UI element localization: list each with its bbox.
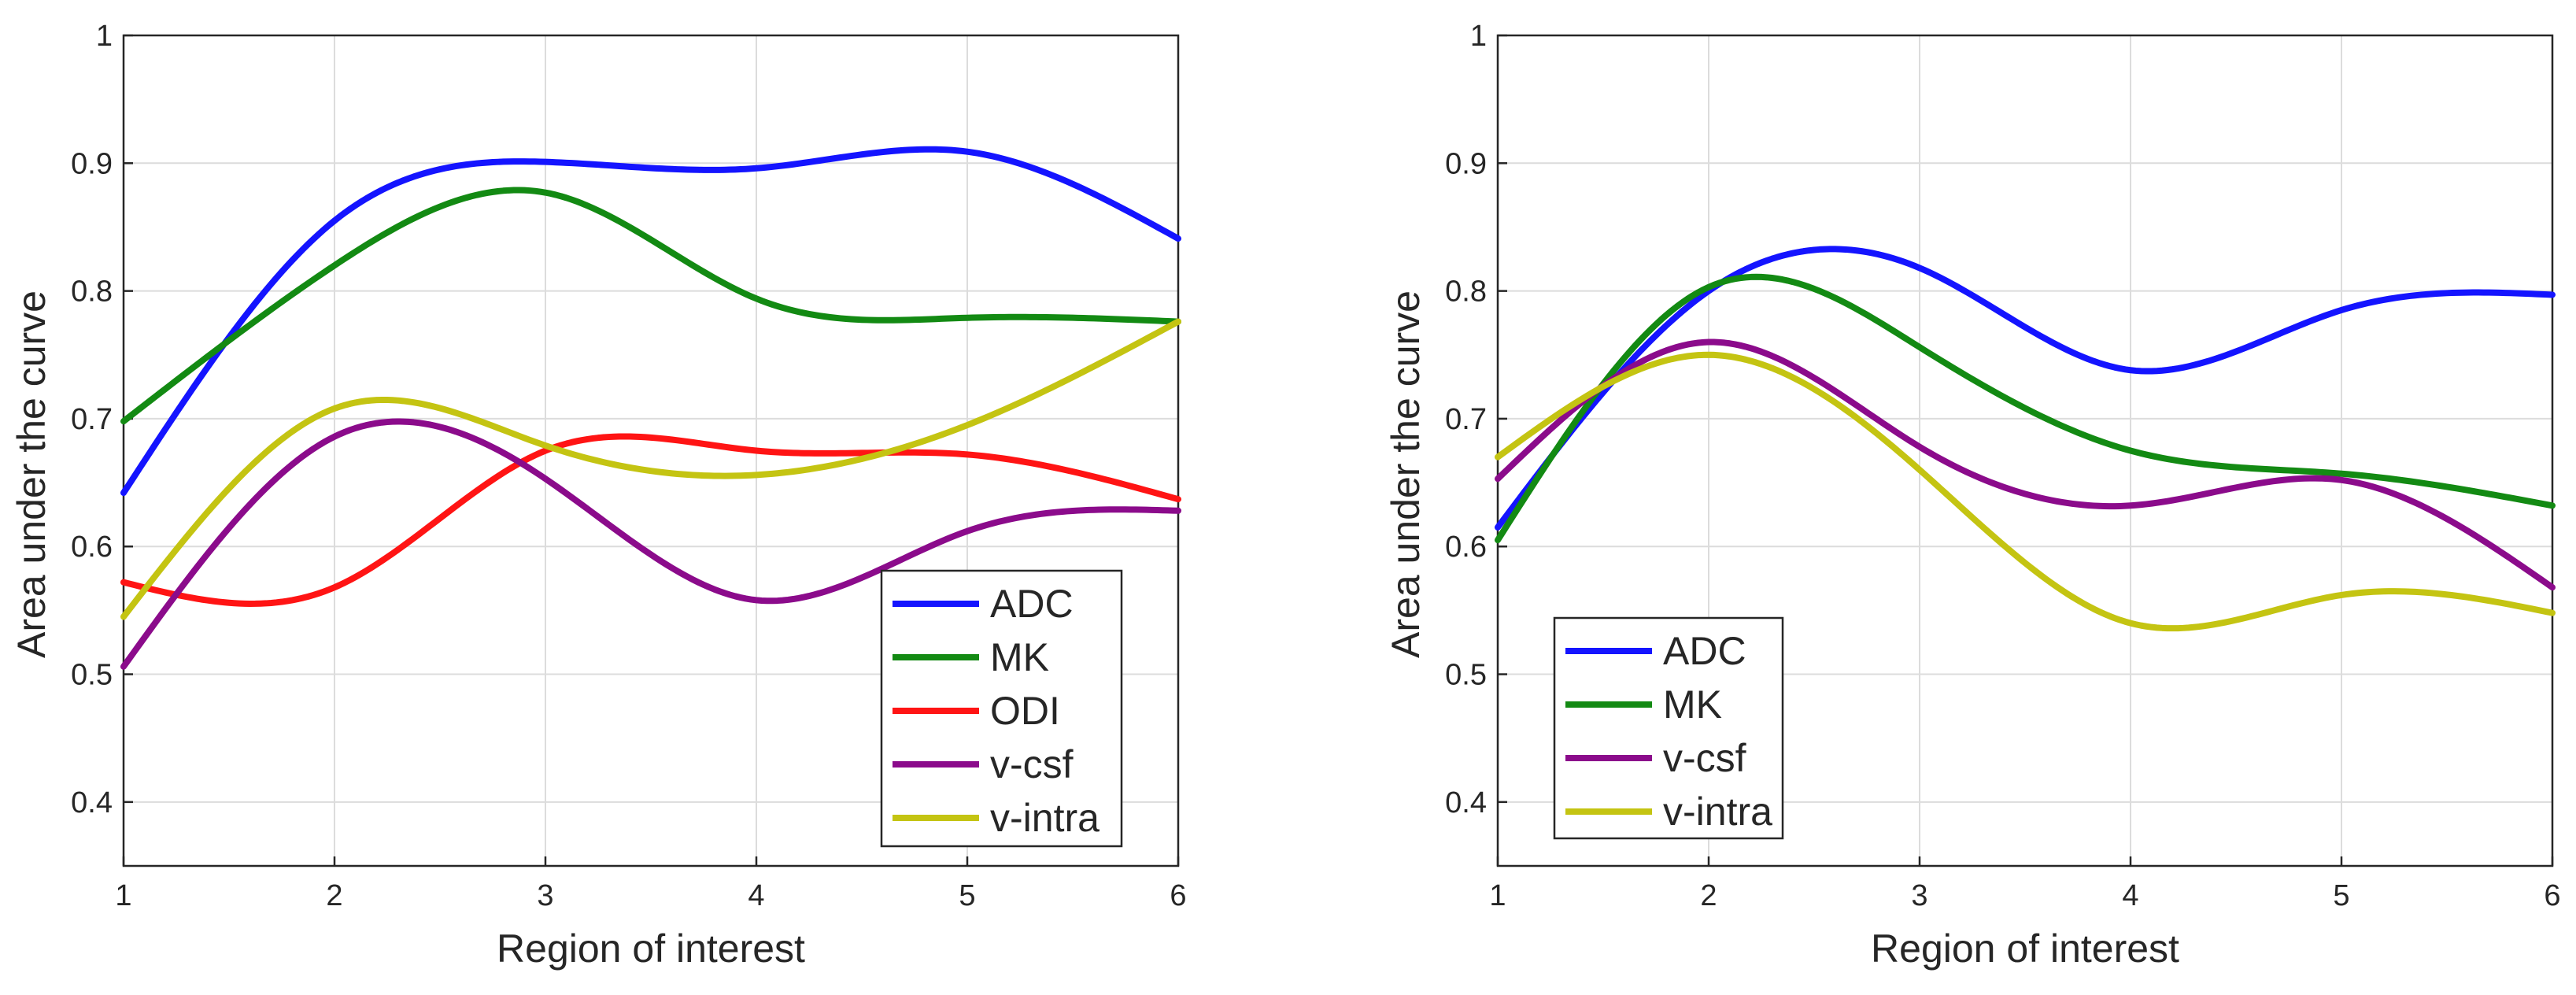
y-tick-label: 0.7	[71, 403, 113, 436]
legend-label-mk: MK	[990, 635, 1049, 679]
y-tick-label: 0.8	[71, 276, 113, 309]
x-axis-label: Region of interest	[1871, 927, 2179, 971]
y-tick-label: 0.9	[71, 147, 113, 180]
y-tick-label: 1	[96, 20, 113, 53]
y-axis-label: Area under the curve	[1384, 290, 1428, 658]
y-axis-label: Area under the curve	[9, 290, 54, 658]
plot-area-border	[122, 34, 1180, 867]
series-line-adc	[120, 146, 1181, 497]
y-tick-label: 0.7	[1445, 403, 1487, 436]
chart-panel-2: 1 2 3 4 5 6 0.4 0.5 0.6 0.7 0.8 0.9 1 Region of inter…	[1384, 20, 2561, 971]
x-tick-label: 4	[748, 879, 764, 912]
legend-label-mk: MK	[1663, 682, 1722, 727]
chart-panel-1: 1 2 3 4 5 6 0.4 0.5 0.6 0.7 0.8 0.9 1 Region of inter…	[9, 20, 1187, 971]
series-line-v-csf	[1495, 338, 2556, 591]
series-line-mk	[120, 187, 1181, 425]
x-tick-label: 3	[1911, 879, 1927, 912]
series-line-v-intra	[1495, 351, 2556, 632]
legend: ADC MK v-csf v-intra	[1553, 616, 1784, 840]
series-line-v-intra	[120, 318, 1181, 620]
y-tick-label: 1	[1470, 20, 1487, 53]
x-axis-label: Region of interest	[497, 927, 805, 971]
series-line-mk	[1495, 273, 2556, 544]
y-tick-label: 0.5	[71, 659, 113, 692]
legend-label-adc: ADC	[990, 582, 1074, 626]
series-line-adc	[1495, 246, 2556, 531]
x-tick-label: 2	[326, 879, 342, 912]
x-tick-label: 2	[1700, 879, 1717, 912]
y-tick-label: 0.5	[1445, 659, 1487, 692]
plot-area-border	[1496, 34, 2554, 867]
y-tick-label: 0.8	[1445, 276, 1487, 309]
x-tick-label: 6	[1170, 879, 1186, 912]
legend-label-v-intra: v-intra	[990, 796, 1100, 840]
x-tick-label: 1	[1489, 879, 1506, 912]
x-tick-label: 5	[2333, 879, 2349, 912]
x-tick-label: 5	[959, 879, 975, 912]
x-tick-label: 3	[537, 879, 553, 912]
x-tick-label: 4	[2122, 879, 2138, 912]
y-tick-label: 0.4	[71, 786, 113, 819]
x-tick-label: 1	[115, 879, 131, 912]
y-tick-label: 0.6	[71, 531, 113, 564]
series-line-odi	[120, 433, 1181, 607]
legend-label-v-csf: v-csf	[1663, 736, 1746, 780]
legend-label-adc: ADC	[1663, 629, 1746, 673]
y-tick-label: 0.9	[1445, 147, 1487, 180]
series-line-v-csf	[120, 418, 1181, 670]
x-tick-label: 6	[2544, 879, 2560, 912]
legend-label-v-intra: v-intra	[1663, 790, 1772, 834]
y-tick-label: 0.4	[1445, 786, 1487, 819]
legend-box	[1553, 616, 1784, 840]
legend-label-odi: ODI	[990, 689, 1060, 733]
legend: ADC MK ODI v-csf v-intra	[880, 569, 1123, 848]
y-tick-label: 0.6	[1445, 531, 1487, 564]
legend-label-v-csf: v-csf	[990, 742, 1074, 786]
